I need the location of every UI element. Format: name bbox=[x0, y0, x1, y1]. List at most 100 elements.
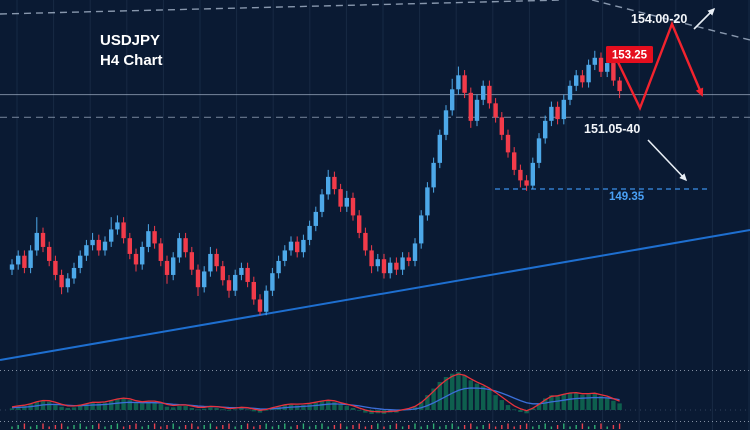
candlesticks bbox=[9, 50, 622, 316]
candle-body bbox=[177, 238, 182, 258]
macd-bar bbox=[220, 409, 225, 411]
macd-bar bbox=[239, 408, 244, 410]
timeframe-title: H4 Chart bbox=[100, 52, 163, 69]
support-zone-label: 151.05-40 bbox=[584, 122, 640, 136]
candle-body bbox=[9, 264, 15, 270]
macd-bar bbox=[611, 400, 616, 410]
macd-bar bbox=[350, 408, 356, 410]
candle-body bbox=[65, 278, 70, 288]
macd-bar bbox=[338, 404, 343, 410]
macd-bar bbox=[245, 409, 250, 411]
macd-bar bbox=[121, 398, 126, 410]
candle-body bbox=[140, 246, 145, 265]
macd-bar bbox=[536, 403, 542, 410]
candle-body bbox=[462, 75, 467, 93]
macd-bar bbox=[419, 401, 424, 410]
candle-body bbox=[158, 243, 163, 261]
candle-body bbox=[220, 266, 225, 281]
candle-body bbox=[561, 99, 566, 120]
macd-bar bbox=[264, 410, 269, 411]
candle-body bbox=[270, 273, 275, 291]
upper-trendline-right bbox=[591, 0, 750, 41]
macd-bar bbox=[580, 394, 585, 410]
macd-bar bbox=[481, 386, 486, 410]
candle-body bbox=[400, 257, 405, 270]
macd-bar bbox=[319, 401, 325, 410]
current-price-label: 153.25 bbox=[612, 50, 648, 62]
candle-body bbox=[195, 269, 201, 288]
candle-body bbox=[319, 194, 325, 212]
candle-body bbox=[505, 134, 511, 153]
candle-body bbox=[264, 290, 269, 312]
candle-body bbox=[47, 246, 52, 261]
candle-body bbox=[214, 253, 219, 267]
candle-body bbox=[146, 231, 151, 247]
candle-body bbox=[301, 239, 306, 253]
candle-body bbox=[16, 255, 21, 265]
macd-bar bbox=[493, 395, 498, 410]
candle-body bbox=[78, 255, 83, 268]
candle-body bbox=[350, 197, 356, 216]
macd-bar bbox=[462, 375, 467, 410]
candle-body bbox=[549, 106, 554, 121]
macd-bar bbox=[127, 400, 132, 410]
grid-lines bbox=[16, 0, 750, 430]
macd-bar bbox=[617, 403, 622, 410]
macd-bar bbox=[84, 404, 89, 410]
candle-body bbox=[617, 80, 622, 92]
candle-body bbox=[437, 134, 442, 163]
candle-body bbox=[251, 281, 256, 300]
macd-bar bbox=[357, 410, 362, 411]
candle-body bbox=[388, 262, 393, 274]
macd-bar bbox=[16, 406, 21, 410]
candle-body bbox=[493, 103, 498, 118]
candle-body bbox=[530, 162, 535, 186]
candle-body bbox=[313, 211, 318, 226]
macd-bar bbox=[295, 405, 300, 410]
macd-bar bbox=[363, 410, 368, 413]
candle-body bbox=[456, 75, 461, 90]
macd-bar bbox=[183, 406, 188, 410]
macd-bar bbox=[233, 409, 238, 411]
macd-bar bbox=[189, 408, 194, 410]
candle-body bbox=[84, 245, 89, 256]
candle-body bbox=[481, 85, 486, 100]
candle-body bbox=[295, 241, 300, 253]
candle-body bbox=[59, 274, 64, 288]
macd-bar bbox=[487, 390, 492, 410]
macd-bar bbox=[208, 407, 213, 410]
macd-bar bbox=[574, 392, 579, 410]
price-projection bbox=[615, 20, 704, 112]
macd-bar bbox=[53, 404, 58, 410]
macd-bar bbox=[567, 392, 573, 410]
candle-body bbox=[171, 257, 176, 275]
symbol-title: USDJPY bbox=[100, 32, 160, 49]
ascending-trendline bbox=[0, 229, 750, 361]
macd-bar bbox=[499, 400, 504, 410]
horizontal-levels bbox=[0, 93, 750, 118]
candle-body bbox=[245, 267, 250, 282]
candle-body bbox=[412, 243, 418, 261]
candle-body bbox=[524, 180, 529, 186]
macd-bar bbox=[561, 394, 566, 410]
macd-bar bbox=[313, 402, 318, 410]
candle-body bbox=[338, 189, 343, 207]
candle-body bbox=[512, 152, 517, 170]
macd-bar bbox=[152, 402, 157, 410]
candle-body bbox=[586, 64, 591, 83]
macd-bar bbox=[474, 383, 480, 410]
candle-body bbox=[443, 110, 449, 135]
macd-bar bbox=[598, 396, 604, 410]
macd-bar bbox=[326, 400, 331, 410]
candle-body bbox=[71, 267, 77, 279]
upper-trendline-left bbox=[0, 0, 563, 15]
arrow-down-projection bbox=[647, 139, 688, 182]
current-price-badge bbox=[606, 46, 653, 63]
macd-bar bbox=[146, 401, 151, 410]
candle-body bbox=[332, 176, 337, 190]
macd-bar bbox=[59, 406, 64, 410]
